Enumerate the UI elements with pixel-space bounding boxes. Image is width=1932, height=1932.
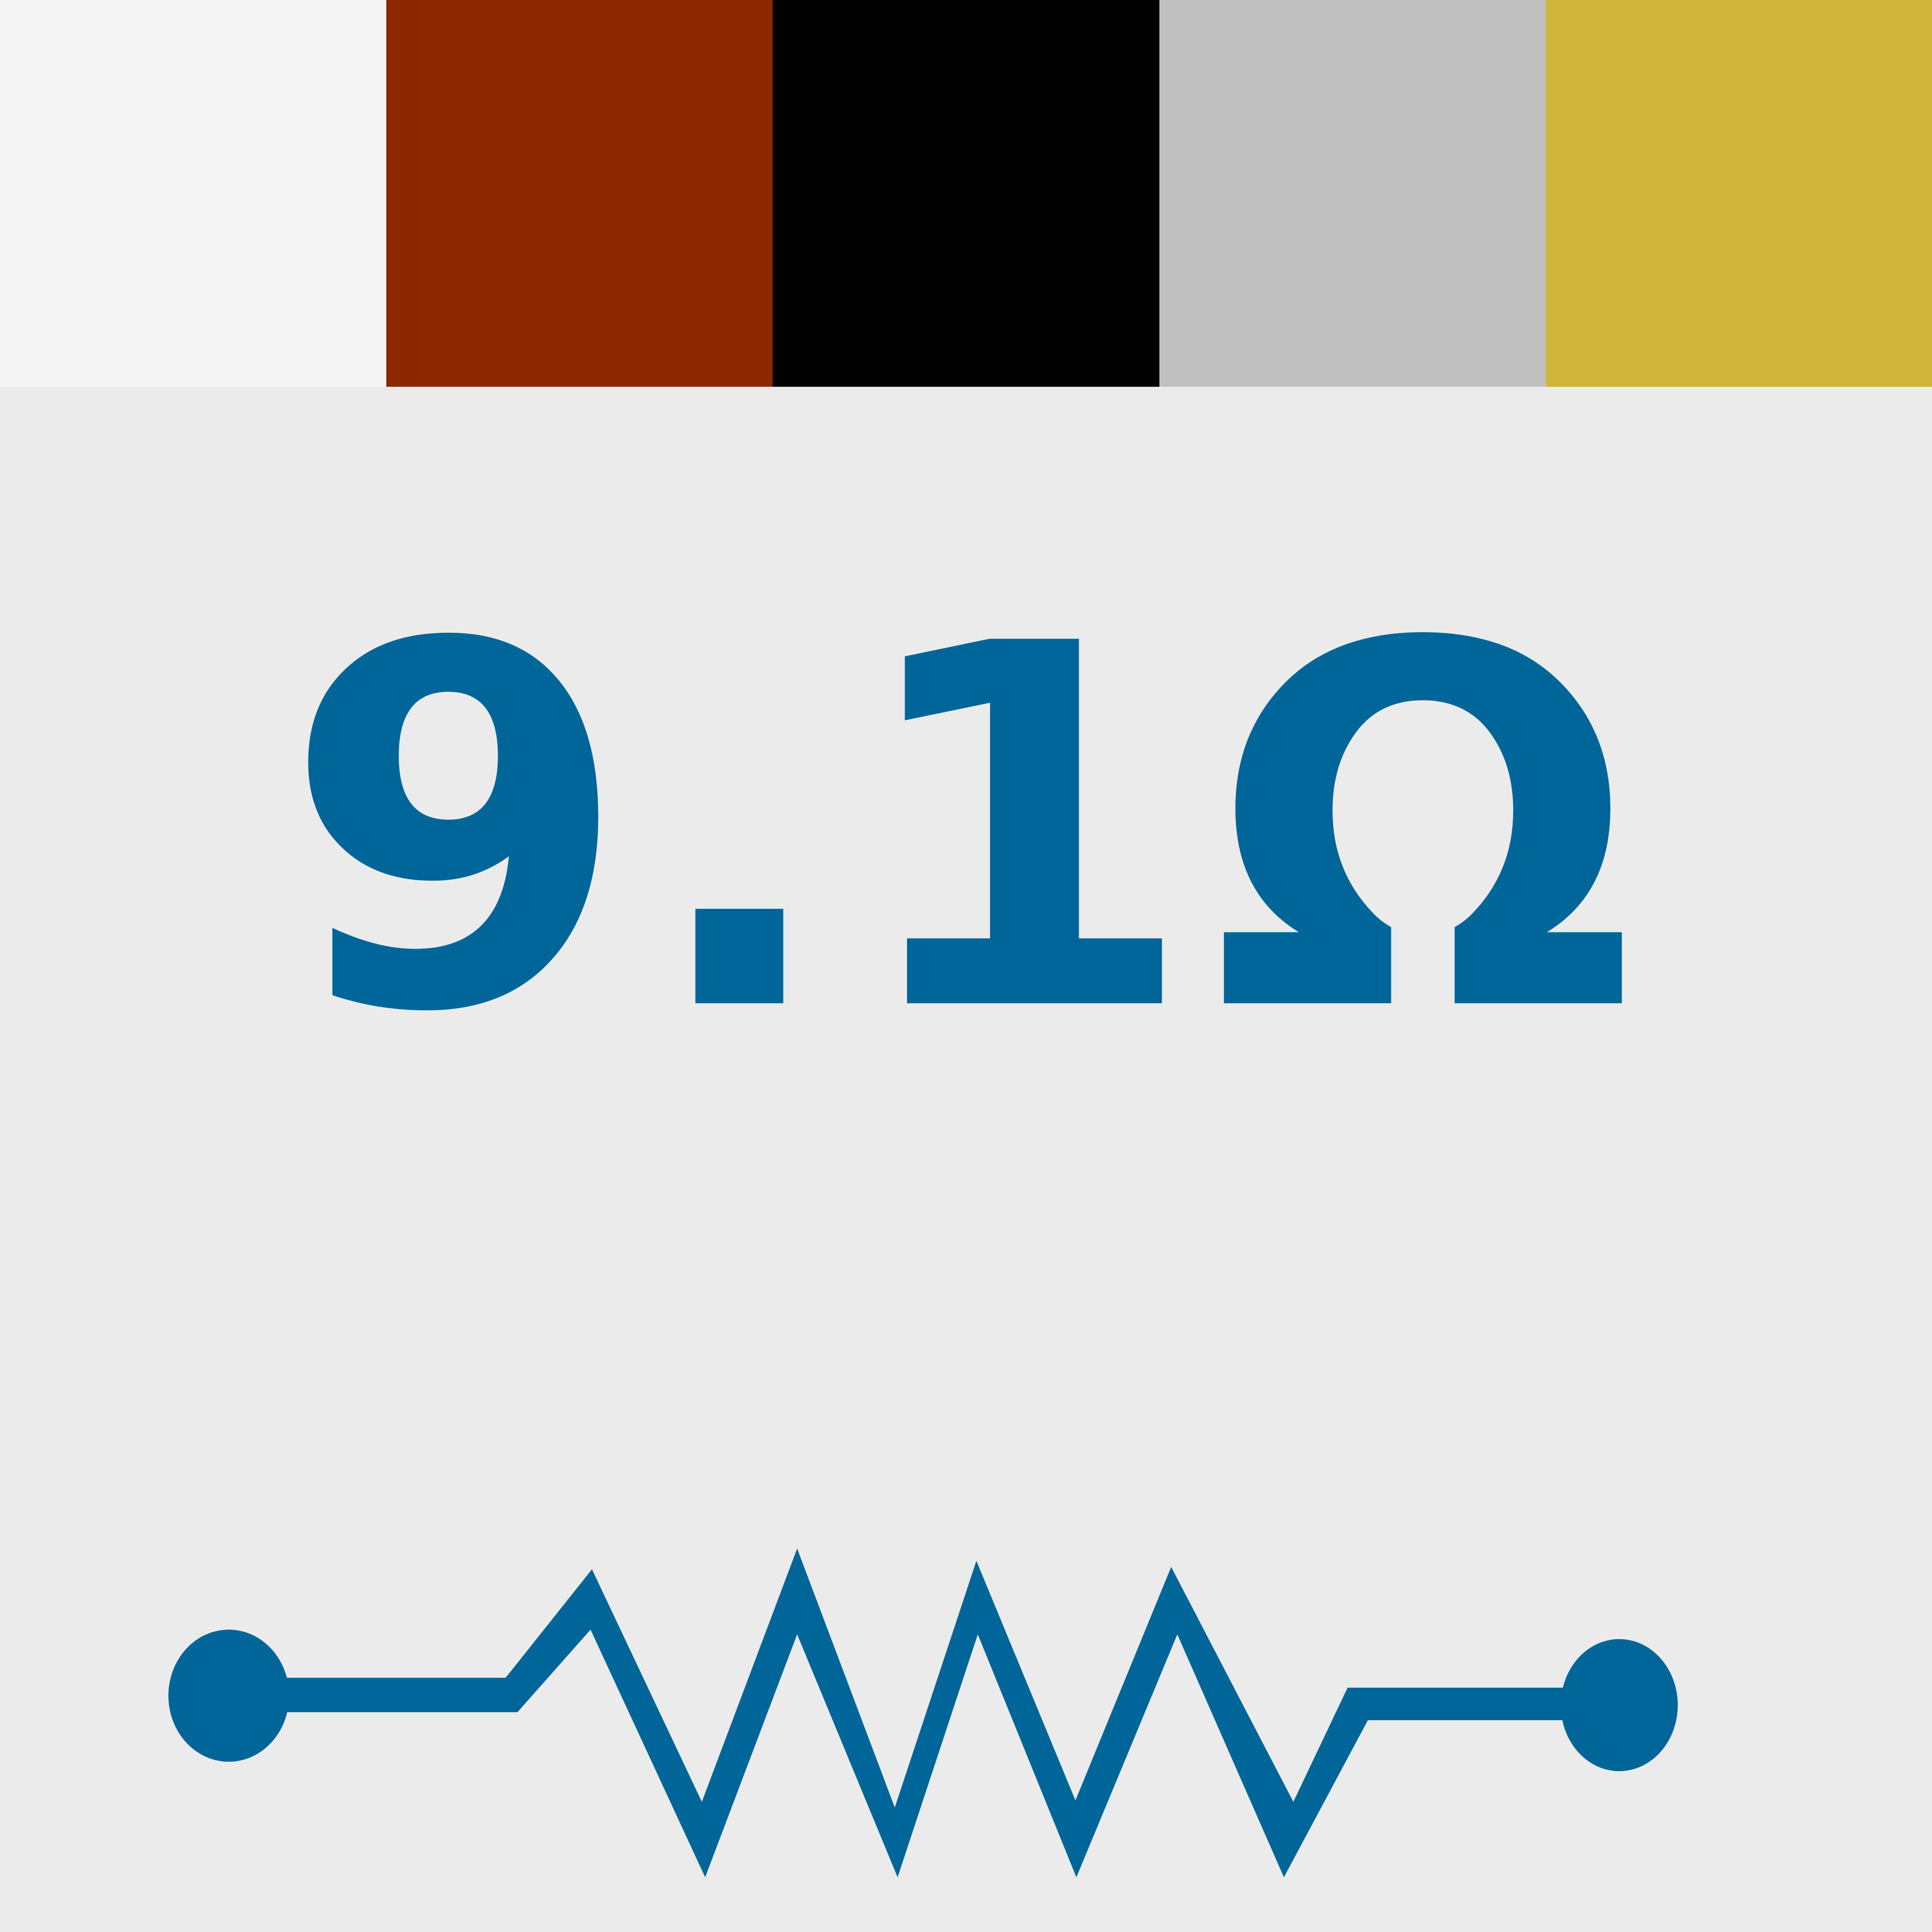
resistor-zigzag-body	[264, 1549, 1594, 1877]
color-band-row	[0, 0, 1932, 387]
color-band-4	[1159, 0, 1546, 387]
color-band-1	[0, 0, 387, 387]
right-terminal-dot	[1561, 1639, 1678, 1771]
resistor-symbol-shape	[168, 1549, 1678, 1877]
color-band-3	[773, 0, 1159, 387]
resistor-symbol-icon	[168, 1549, 1678, 1877]
resistance-value: 9.1Ω	[282, 539, 1650, 1121]
left-terminal-dot	[168, 1630, 289, 1762]
color-band-2	[386, 0, 773, 387]
color-band-5	[1545, 0, 1932, 387]
